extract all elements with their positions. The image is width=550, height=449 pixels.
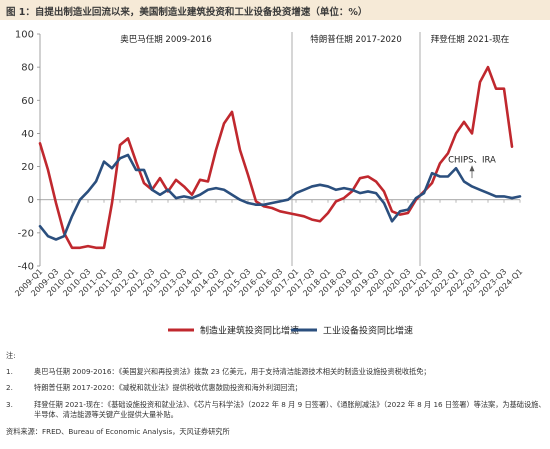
note-item: 1. 奥巴马任期 2009-2016：《美国复兴和再投资法》拨款 23 亿美元，… — [6, 367, 546, 377]
period-label: 奥巴马任期 2009-2016 — [120, 34, 212, 45]
note-text: 奥巴马任期 2009-2016：《美国复兴和再投资法》拨款 23 亿美元，用于支… — [34, 366, 431, 376]
arrow-head-icon — [469, 165, 475, 172]
series-line-equipment — [38, 153, 522, 241]
note-text: 特朗普任期 2017-2020：《减税和就业法》提供税收优惠鼓励投资和海外利润回… — [34, 383, 302, 393]
notes: 注: 1. 奥巴马任期 2009-2016：《美国复兴和再投资法》拨款 23 亿… — [6, 351, 546, 436]
y-tick-label: -40 — [18, 262, 34, 273]
x-axis: 2009-Q12009-Q32010-Q12010-Q32011-Q12011-… — [13, 199, 524, 298]
period-label: 拜登任期 2021-现在 — [431, 34, 509, 45]
note-number: 3. — [6, 400, 13, 410]
y-tick-label: 60 — [21, 96, 34, 107]
y-tick-label: 20 — [21, 162, 34, 173]
line-chart: -40 -20 0 20 40 60 80 100 2009-Q12009-Q32010-Q1… — [13, 30, 524, 337]
source-note: 资料来源：FRED、Bureau of Economic Analysis，天风… — [6, 426, 230, 436]
period-dividers — [291, 32, 421, 266]
period-labels: 奥巴马任期 2009-2016 特朗普任期 2017-2020 拜登任期 2021-… — [120, 34, 509, 45]
annotation-label: CHIPS、IRA — [448, 155, 496, 165]
period-label: 特朗普任期 2017-2020 — [310, 34, 402, 45]
y-axis: -40 -20 0 20 40 60 80 100 — [15, 30, 40, 273]
legend-label: 制造业建筑投资同比增速 — [200, 325, 299, 337]
y-tick-label: 100 — [15, 30, 34, 41]
y-tick-label: 80 — [21, 63, 34, 74]
y-tick-label: 40 — [21, 129, 34, 140]
legend-label: 工业设备投资同比增速 — [323, 325, 413, 337]
legend: 制造业建筑投资同比增速 工业设备投资同比增速 — [168, 325, 413, 337]
note-number: 2. — [6, 383, 13, 393]
note-number: 1. — [6, 366, 13, 376]
annotation: CHIPS、IRA — [448, 155, 496, 179]
figure-title: 图 1：自提出制造业回流以来，美国制造业建筑投资和工业设备投资增速（单位：%） — [0, 0, 550, 20]
notes-title: 注: — [6, 351, 16, 360]
series-line-construction — [38, 65, 514, 250]
series-layer — [38, 65, 522, 250]
note-text: 拜登任期 2021-现在：《基础设施投资和就业法》、《芯片与科学法》（2022 … — [34, 400, 546, 419]
y-tick-label: 0 — [28, 195, 34, 206]
note-item: 2. 特朗普任期 2017-2020：《减税和就业法》提供税收优惠鼓励投资和海外… — [6, 383, 546, 393]
y-tick-label: -20 — [18, 228, 34, 239]
note-item: 3. 拜登任期 2021-现在：《基础设施投资和就业法》、《芯片与科学法》（20… — [6, 400, 546, 419]
